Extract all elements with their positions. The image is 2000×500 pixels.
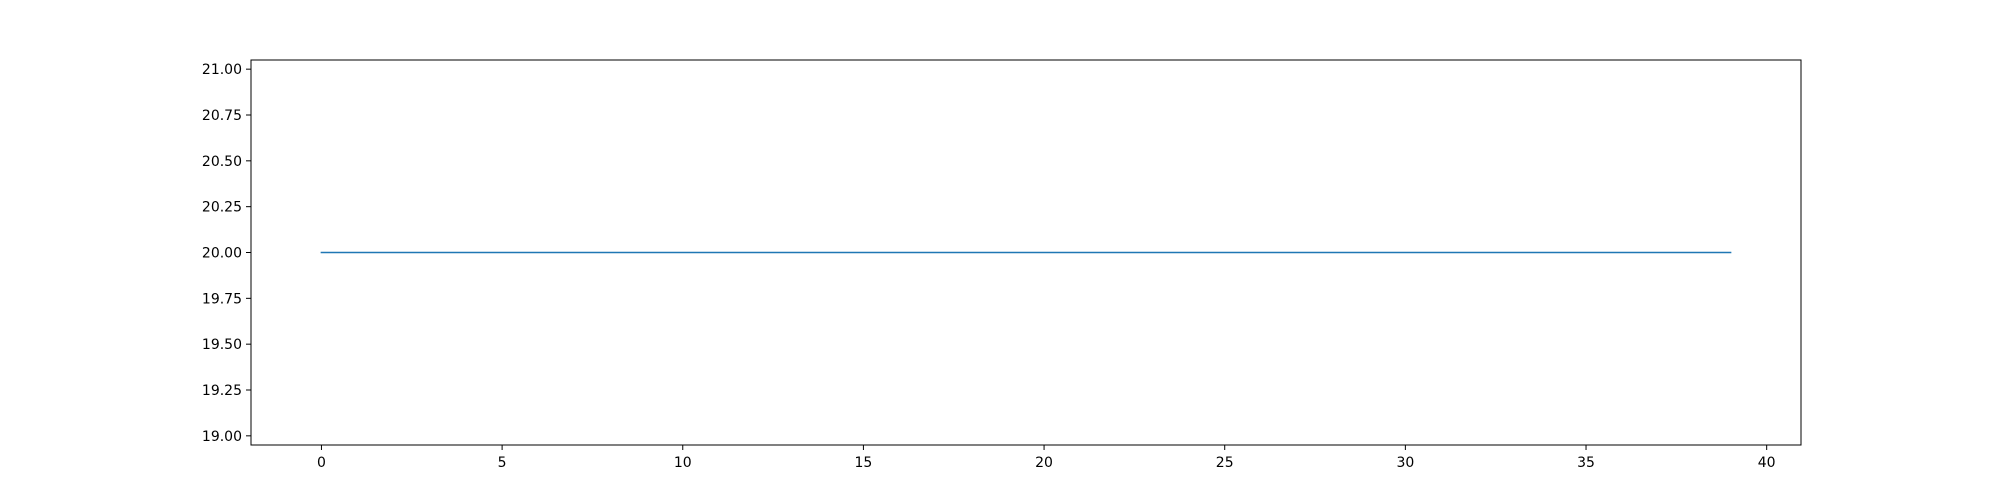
x-axis: 0 5 10 15 20 25 30 35 40 [317,445,1776,471]
y-tick-label: 20.00 [202,246,242,262]
y-tick-label: 21.00 [202,62,242,78]
y-tick-label: 19.00 [202,429,242,445]
x-tick-label: 5 [498,455,507,471]
axes-frame [250,59,1802,446]
y-tick-label: 19.25 [202,383,242,399]
x-tick-label: 0 [317,455,326,471]
y-tick-label: 20.75 [202,108,242,124]
y-tick-label: 20.50 [202,154,242,170]
x-tick-label: 40 [1758,455,1776,471]
y-tick-label: 19.50 [202,337,242,353]
x-tick-label: 35 [1577,455,1595,471]
y-axis: 19.00 19.25 19.50 19.75 20.00 20.25 20.50 20.75… [202,62,251,445]
x-tick-label: 30 [1396,455,1414,471]
x-tick-label: 10 [674,455,692,471]
x-tick-label: 20 [1035,455,1053,471]
x-tick-label: 15 [854,455,872,471]
y-tick-label: 20.25 [202,200,242,216]
y-tick-label: 19.75 [202,291,242,307]
x-tick-label: 25 [1216,455,1234,471]
